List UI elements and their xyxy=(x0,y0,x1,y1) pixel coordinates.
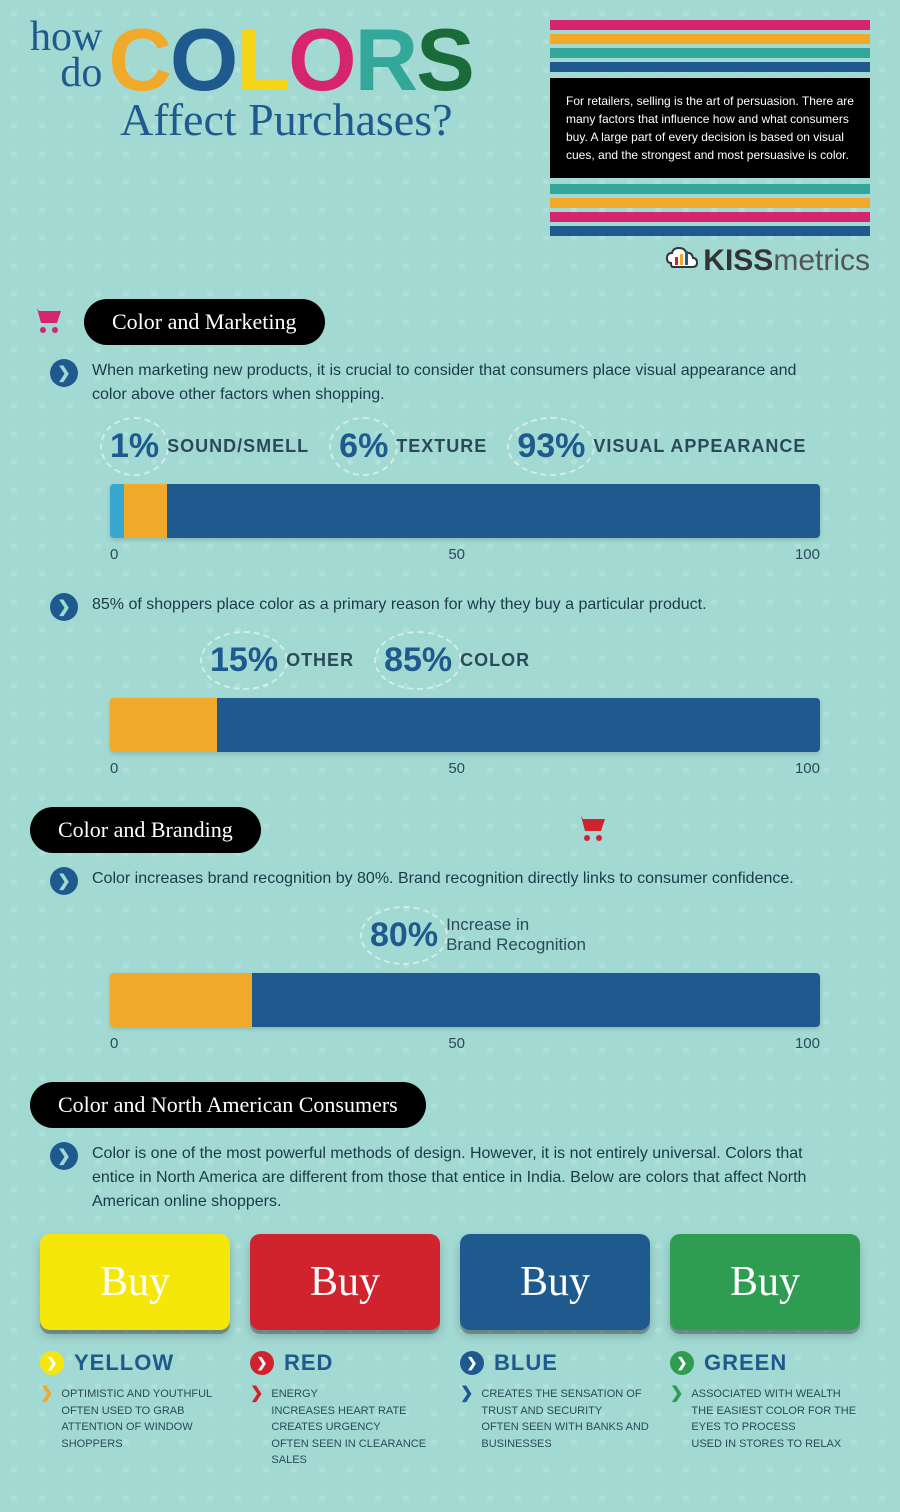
color-description: CREATES THE SENSATION OF TRUST AND SECUR… xyxy=(481,1386,650,1452)
cart-icon xyxy=(574,812,610,849)
brand-logo: KISSmetrics xyxy=(550,244,870,279)
section-marketing: Color and Marketing ❯ When marketing new… xyxy=(30,299,870,777)
color-name: YELLOW xyxy=(74,1350,174,1376)
bullet-arrow-icon: ❯ xyxy=(50,359,78,387)
stripes-bottom xyxy=(550,184,870,236)
chevron-icon: ❯ xyxy=(670,1386,683,1452)
header-sidebox: For retailers, selling is the art of per… xyxy=(550,20,870,279)
color-dot-icon: ❯ xyxy=(40,1351,64,1375)
title-colors: COLORS xyxy=(108,20,473,99)
header: how do COLORS Affect Purchases? For reta… xyxy=(30,20,870,279)
color-name: GREEN xyxy=(704,1350,787,1376)
stripes-top xyxy=(550,20,870,72)
color-description: ASSOCIATED WITH WEALTHTHE EASIEST COLOR … xyxy=(691,1386,860,1452)
header-blurb: For retailers, selling is the art of per… xyxy=(550,78,870,178)
bullet-arrow-icon: ❯ xyxy=(50,867,78,895)
section-pill: Color and Branding xyxy=(30,807,261,853)
title-block: how do COLORS Affect Purchases? xyxy=(30,20,532,279)
buy-button[interactable]: Buy xyxy=(460,1234,650,1330)
buy-button[interactable]: Buy xyxy=(250,1234,440,1330)
chevron-icon: ❯ xyxy=(250,1386,263,1469)
section-pill: Color and Marketing xyxy=(84,299,325,345)
chevron-icon: ❯ xyxy=(40,1386,53,1452)
bullet-arrow-icon: ❯ xyxy=(50,1142,78,1170)
buy-buttons-row: Buy ❯ YELLOW ❯ OPTIMISTIC AND YOUTHFULOF… xyxy=(40,1234,860,1469)
chart-visual-factors: 1%SOUND/SMELL6%TEXTURE93%VISUAL APPEARAN… xyxy=(110,427,820,563)
color-name: RED xyxy=(284,1350,333,1376)
chevron-icon: ❯ xyxy=(460,1386,473,1452)
section-branding: Color and Branding ❯ Color increases bra… xyxy=(30,807,870,1052)
bullet-text: Color is one of the most powerful method… xyxy=(92,1142,810,1214)
bullet-text: 85% of shoppers place color as a primary… xyxy=(92,593,707,617)
chart-color-reason: 15%OTHER85%COLOR050100 xyxy=(110,641,820,777)
buy-button[interactable]: Buy xyxy=(40,1234,230,1330)
title-howdo: how do xyxy=(30,20,108,99)
color-description: ENERGYINCREASES HEART RATECREATES URGENC… xyxy=(271,1386,440,1469)
section-consumers: Color and North American Consumers ❯ Col… xyxy=(30,1082,870,1469)
color-description: OPTIMISTIC AND YOUTHFULOFTEN USED TO GRA… xyxy=(61,1386,230,1452)
color-dot-icon: ❯ xyxy=(670,1351,694,1375)
color-dot-icon: ❯ xyxy=(460,1351,484,1375)
section-pill: Color and North American Consumers xyxy=(30,1082,426,1128)
bullet-text: When marketing new products, it is cruci… xyxy=(92,359,810,407)
cart-icon xyxy=(30,304,66,341)
buy-button[interactable]: Buy xyxy=(670,1234,860,1330)
color-name: BLUE xyxy=(494,1350,558,1376)
color-dot-icon: ❯ xyxy=(250,1351,274,1375)
bullet-text: Color increases brand recognition by 80%… xyxy=(92,867,794,891)
cloud-chart-icon xyxy=(665,245,699,279)
chart-brand-recognition: 80%Increase inBrand Recognition050100 xyxy=(110,915,820,1052)
bullet-arrow-icon: ❯ xyxy=(50,593,78,621)
